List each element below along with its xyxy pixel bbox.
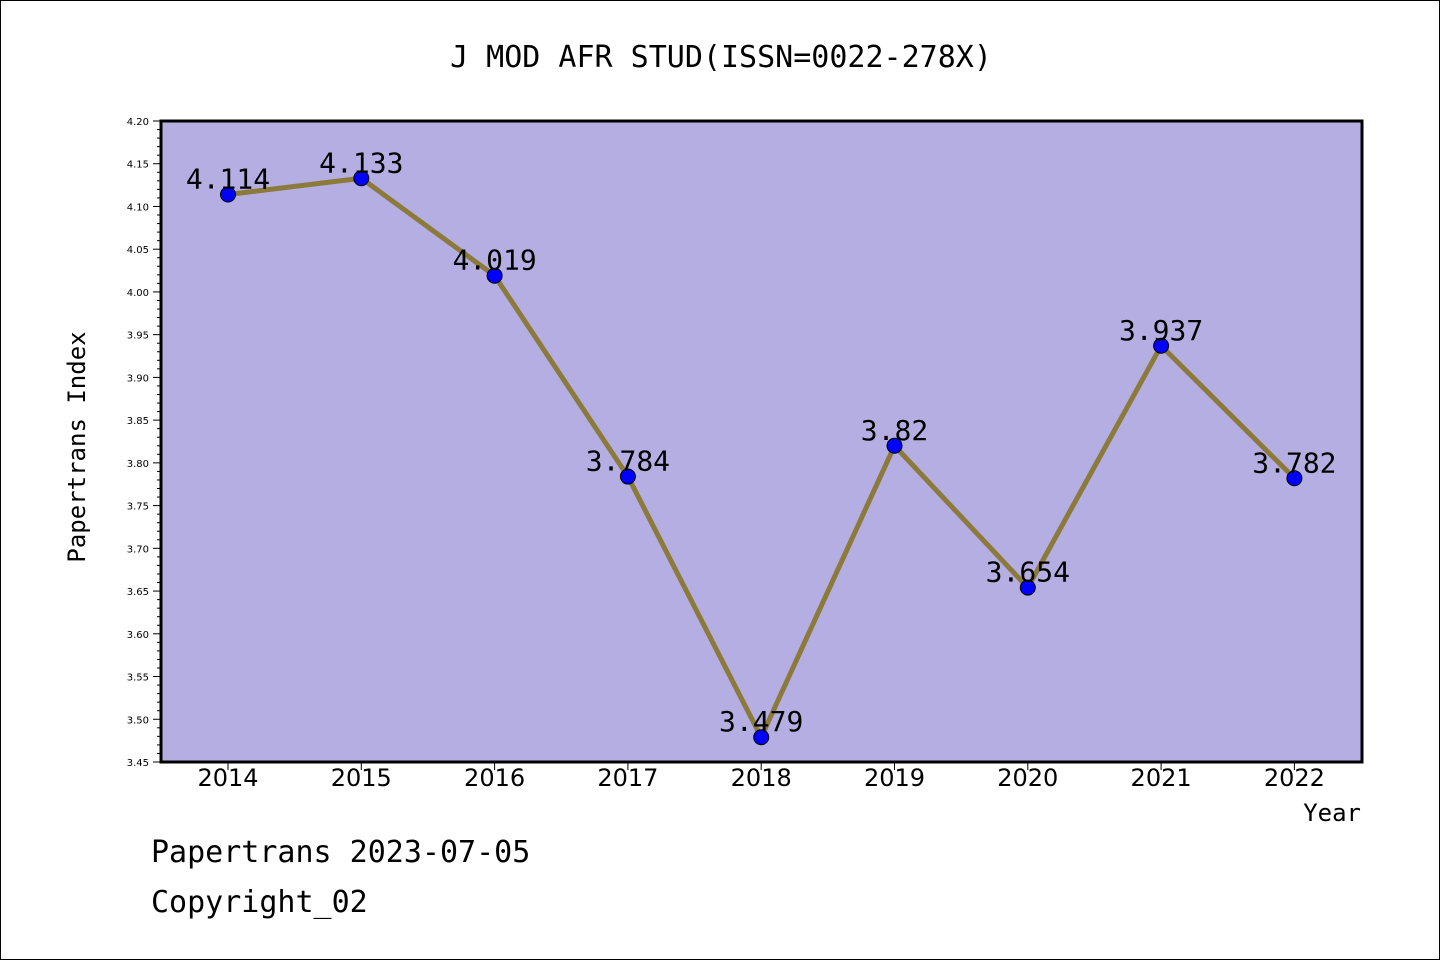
data-label: 4.019 <box>452 244 536 277</box>
x-tick-label: 2016 <box>464 764 525 792</box>
x-tick-label: 2021 <box>1131 764 1192 792</box>
y-tick-label: 3.75 <box>127 502 149 513</box>
x-tick-label: 2020 <box>997 764 1058 792</box>
data-point <box>619 468 636 485</box>
data-point <box>1286 470 1303 487</box>
data-point <box>1153 337 1170 354</box>
x-tick-label: 2014 <box>197 764 258 792</box>
data-point <box>353 170 370 187</box>
y-tick-label: 3.95 <box>127 331 149 342</box>
data-label: 3.654 <box>986 556 1070 589</box>
y-tick-label: 3.50 <box>127 715 149 726</box>
x-tick-label: 2017 <box>597 764 658 792</box>
x-tick-label: 2018 <box>731 764 792 792</box>
data-label: 3.82 <box>861 414 928 447</box>
y-tick-label: 3.65 <box>127 587 149 598</box>
y-tick-label: 3.80 <box>127 459 149 470</box>
y-tick-label: 4.10 <box>127 202 149 213</box>
data-label: 4.114 <box>186 163 270 196</box>
data-label: 3.479 <box>719 705 803 738</box>
y-tick-label: 3.60 <box>127 630 149 641</box>
y-tick-label: 4.20 <box>127 117 149 128</box>
data-point <box>886 437 903 454</box>
y-tick-label: 3.90 <box>127 373 149 384</box>
x-axis-label: Year <box>1303 799 1361 827</box>
y-axis-label: Papertrans Index <box>63 331 91 562</box>
y-tick-label: 4.00 <box>127 288 149 299</box>
y-tick-label: 4.05 <box>127 245 149 256</box>
data-point <box>1019 579 1036 596</box>
data-point <box>486 267 503 284</box>
data-point <box>220 186 236 203</box>
y-tick-label: 4.15 <box>127 160 149 171</box>
chart-title: J MOD AFR STUD(ISSN=0022-278X) <box>450 40 992 75</box>
data-label: 4.133 <box>319 146 403 179</box>
y-tick-label: 3.55 <box>127 673 149 684</box>
y-tick-label: 3.85 <box>127 416 149 427</box>
footer-copyright: Copyright_02 <box>151 885 368 920</box>
plot-area <box>159 119 1364 764</box>
footer-date: Papertrans 2023-07-05 <box>151 835 531 870</box>
y-tick-label: 3.45 <box>127 758 149 769</box>
x-tick-label: 2022 <box>1264 764 1325 792</box>
y-tick-label: 3.70 <box>127 544 149 555</box>
data-point <box>753 729 770 746</box>
x-tick-label: 2019 <box>864 764 925 792</box>
data-label: 3.784 <box>586 445 670 478</box>
data-label: 3.782 <box>1252 446 1336 479</box>
x-tick-label: 2015 <box>331 764 392 792</box>
data-label: 3.937 <box>1119 314 1203 347</box>
